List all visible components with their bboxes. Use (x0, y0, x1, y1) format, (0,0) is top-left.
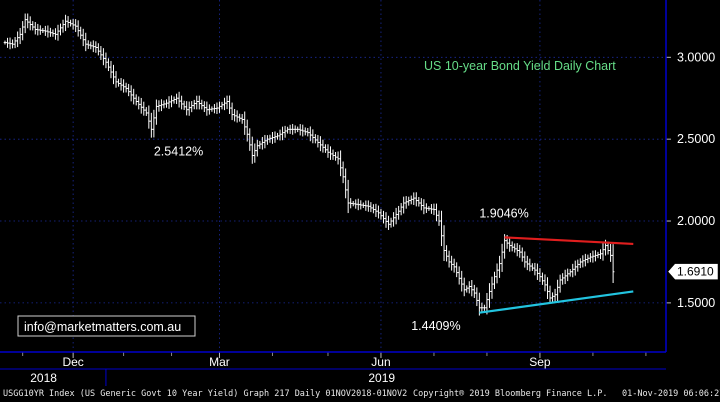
chart-title: US 10-year Bond Yield Daily Chart (424, 59, 616, 73)
trendlines (479, 236, 634, 314)
annotation-label: 1.4409% (411, 319, 460, 333)
annotation-label: 2.5412% (154, 145, 203, 159)
x-tick-label: Sep (529, 355, 551, 369)
year-label: 2018 (30, 371, 57, 385)
x-tick-label: Mar (209, 355, 230, 369)
resistance-trendline (504, 236, 634, 246)
price-series (3, 13, 615, 316)
y-tick-label: 2.0000 (677, 214, 715, 228)
support-trendline (479, 290, 634, 314)
annotations: 2.5412% 1.9046% 1.4409% (154, 145, 529, 333)
year-label: 2019 (368, 371, 395, 385)
footer-source: USGG10YR Index (US Generic Govt 10 Year … (3, 389, 408, 399)
y-tick-labels: 3.0000 2.5000 2.0000 1.5000 (677, 50, 715, 310)
footer-timestamp: 01-Nov-2019 06:06:27 (622, 389, 720, 399)
axes (0, 0, 667, 370)
x-tick-labels: Dec Mar Jun Sep 2018 2019 (30, 355, 551, 385)
y-tick-label: 1.5000 (677, 296, 715, 310)
annotation-label: 1.9046% (479, 207, 528, 221)
last-value-badge (667, 263, 719, 280)
y-tick-label: 2.5000 (677, 132, 715, 146)
footer-bar: USGG10YR Index (US Generic Govt 10 Year … (0, 386, 720, 402)
x-tick-label: Dec (62, 355, 83, 369)
watermark-text: info@marketmatters.com.au (24, 320, 181, 334)
x-tick-label: Jun (371, 355, 390, 369)
last-value-marker: 1.6910 (667, 263, 719, 280)
footer-copyright: Copyright® 2019 Bloomberg Finance L.P. (413, 389, 608, 399)
y-tick-label: 3.0000 (677, 50, 715, 64)
last-value-label: 1.6910 (677, 265, 714, 279)
watermark-box: info@marketmatters.com.au (17, 315, 196, 337)
